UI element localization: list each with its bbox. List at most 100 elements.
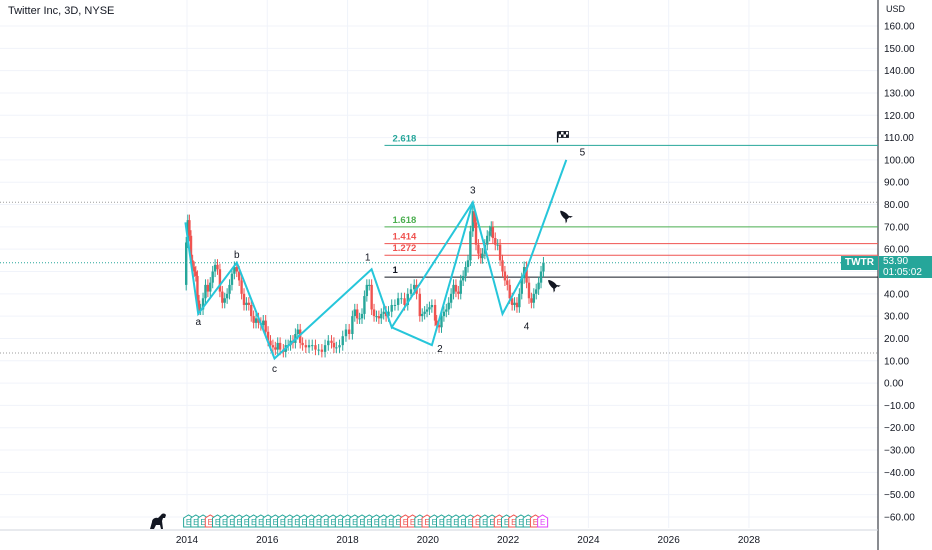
price-candle — [539, 271, 543, 283]
price-candle — [518, 293, 521, 308]
last-price-tag: 53.90 01:05:02 — [879, 256, 932, 278]
price-candle — [341, 336, 344, 346]
earnings-label: E — [497, 518, 502, 527]
price-candle — [447, 302, 450, 310]
x-tick-label: 2014 — [176, 535, 199, 546]
earnings-label: E — [446, 518, 451, 527]
price-candle — [425, 309, 429, 312]
y-tick-label: 120.00 — [884, 111, 915, 122]
wave-label: 3 — [470, 185, 476, 196]
price-candle — [437, 325, 441, 328]
price-candle — [320, 349, 324, 352]
last-price: 53.90 — [883, 256, 909, 267]
price-candle — [477, 244, 480, 254]
price-candle — [506, 280, 509, 285]
y-tick-label: −50.00 — [884, 490, 915, 501]
price-candle — [225, 293, 229, 299]
price-candle — [230, 273, 234, 285]
y-tick-label: −20.00 — [884, 423, 915, 434]
price-candle — [513, 302, 516, 305]
price-candle — [211, 271, 214, 283]
price-candle — [301, 342, 304, 346]
price-candle — [473, 211, 476, 223]
price-candle — [400, 298, 403, 300]
earnings-label: E — [352, 518, 357, 527]
price-candle — [330, 340, 333, 343]
price-candle — [464, 267, 467, 276]
price-candle — [213, 264, 217, 272]
price-candle — [365, 284, 369, 297]
earnings-label: E — [186, 518, 191, 527]
price-candle — [332, 342, 336, 348]
y-tick-label: −40.00 — [884, 468, 915, 479]
earnings-marker: E — [537, 514, 549, 528]
earnings-label: E — [229, 518, 234, 527]
price-candle — [393, 304, 397, 306]
price-candle — [433, 304, 437, 321]
earnings-label: E — [309, 518, 314, 527]
earnings-label: E — [395, 518, 400, 527]
price-candle — [206, 284, 210, 292]
y-tick-label: 40.00 — [884, 289, 909, 300]
price-candle — [245, 302, 248, 305]
price-candle — [193, 267, 196, 272]
price-candle — [194, 271, 198, 276]
price-candle — [221, 291, 224, 303]
price-candle — [449, 293, 453, 303]
price-candle — [510, 298, 514, 305]
x-tick-label: 2024 — [577, 535, 600, 546]
price-candle — [488, 231, 491, 236]
price-candle — [351, 316, 354, 334]
price-candle — [247, 302, 251, 305]
earnings-label: E — [410, 518, 415, 527]
earnings-label: E — [244, 518, 249, 527]
y-tick-label: 10.00 — [884, 356, 909, 367]
price-candle — [216, 264, 219, 270]
price-candle — [501, 260, 504, 272]
price-candle — [353, 309, 356, 317]
price-candle — [276, 342, 279, 350]
earnings-label: E — [215, 518, 220, 527]
price-candle — [269, 340, 272, 346]
earnings-label: E — [338, 518, 343, 527]
earnings-label: E — [482, 518, 487, 527]
wave-label: a — [195, 317, 201, 328]
earnings-label: E — [316, 518, 321, 527]
price-candle — [527, 282, 531, 299]
chart-title: Twitter Inc, 3D, NYSE — [8, 5, 115, 17]
x-tick-label: 2016 — [256, 535, 279, 546]
price-candle — [479, 253, 483, 259]
elliott-wave-line — [391, 202, 474, 347]
earnings-label: E — [504, 518, 509, 527]
earnings-label: E — [526, 518, 531, 527]
price-candle — [327, 340, 330, 346]
price-candle — [184, 242, 188, 285]
price-candle — [494, 238, 497, 245]
y-tick-label: 70.00 — [884, 222, 909, 233]
price-candle — [323, 345, 327, 352]
earnings-label: E — [280, 518, 285, 527]
fib-level-label: 1.272 — [392, 243, 416, 254]
price-candle — [390, 304, 393, 312]
earnings-label: E — [367, 518, 372, 527]
fib-level-label: 1 — [392, 265, 398, 276]
earnings-label: E — [424, 518, 429, 527]
price-candle — [382, 311, 385, 314]
currency-label: USD — [886, 4, 906, 14]
x-tick-label: 2022 — [497, 535, 520, 546]
price-candle — [358, 318, 361, 320]
earnings-label: E — [323, 518, 328, 527]
earnings-label: E — [287, 518, 292, 527]
price-candle — [457, 291, 460, 294]
wave-label: 1 — [365, 252, 371, 263]
dino-logo-icon — [150, 513, 166, 529]
price-candle — [508, 284, 511, 299]
price-candle — [201, 298, 205, 310]
price-candle — [428, 307, 431, 310]
price-candle — [189, 235, 193, 261]
price-candle — [440, 316, 443, 328]
price-candle — [344, 329, 348, 337]
